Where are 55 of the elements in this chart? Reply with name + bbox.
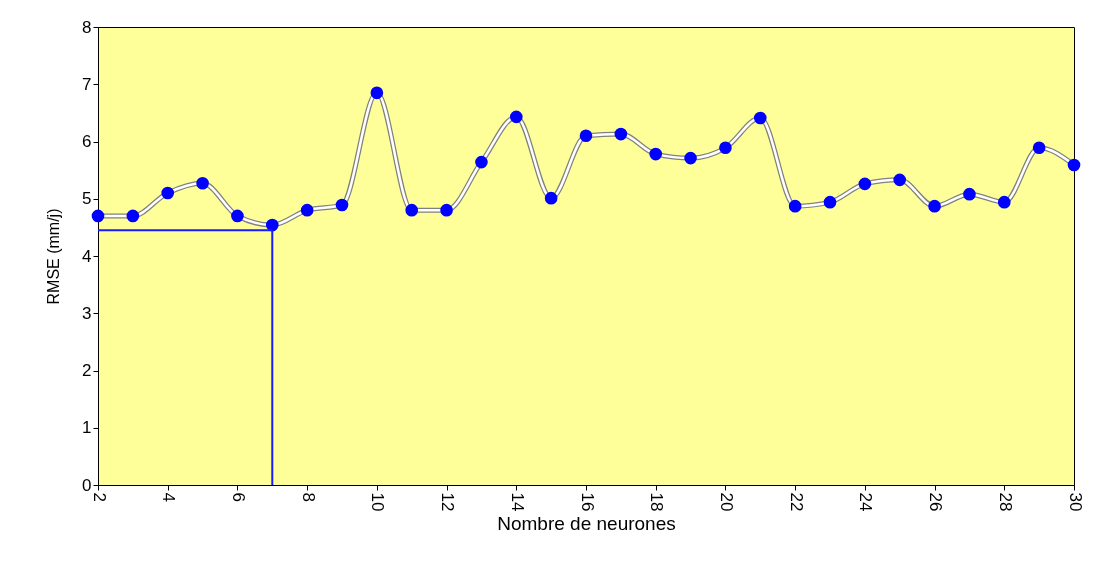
y-tick-label: 0 xyxy=(82,475,92,495)
point xyxy=(719,141,732,155)
x-tick-label: 26 xyxy=(926,492,946,512)
point xyxy=(997,195,1011,209)
point xyxy=(405,203,419,217)
y-tick-label: 6 xyxy=(82,132,92,151)
point xyxy=(509,110,523,124)
x-tick-label: 2 xyxy=(89,492,109,502)
point xyxy=(91,209,105,223)
y-tick-label: 8 xyxy=(82,17,92,37)
x-tick-label: 4 xyxy=(159,492,179,502)
y-tick-label: 4 xyxy=(82,246,92,266)
point xyxy=(579,129,593,143)
point xyxy=(753,111,767,125)
x-tick-label: 6 xyxy=(228,492,248,502)
point xyxy=(684,151,697,165)
x-tick-label: 24 xyxy=(856,492,876,512)
x-tick-label: 8 xyxy=(298,492,318,502)
y-tick-label: 3 xyxy=(82,303,92,323)
y-axis-title: RMSE (mm/j) xyxy=(45,208,63,305)
x-tick-label: 30 xyxy=(1065,492,1085,512)
point xyxy=(544,191,558,205)
x-tick-label: 20 xyxy=(716,492,736,512)
point xyxy=(823,195,837,209)
point xyxy=(928,199,941,213)
point xyxy=(231,209,244,223)
point xyxy=(858,177,872,191)
point xyxy=(126,209,140,223)
point xyxy=(370,86,384,100)
x-tick-label: 14 xyxy=(507,492,527,512)
x-tick-label: 28 xyxy=(995,492,1015,512)
x-axis-title: Nombre de neurones xyxy=(497,513,676,535)
point xyxy=(893,173,907,187)
x-tick-label: 22 xyxy=(786,492,806,512)
point xyxy=(963,187,976,201)
point xyxy=(161,186,175,200)
y-tick-label: 5 xyxy=(82,189,92,209)
point xyxy=(475,155,488,169)
y-tick-label: 1 xyxy=(82,418,92,438)
point xyxy=(196,176,209,190)
x-tick-label: 16 xyxy=(577,492,597,512)
x-tick-label: 12 xyxy=(438,492,458,512)
y-tick-label: 7 xyxy=(82,74,92,94)
point xyxy=(265,218,279,232)
point xyxy=(440,203,453,217)
point xyxy=(1032,141,1046,155)
x-tick-label: 10 xyxy=(368,492,388,512)
point xyxy=(1067,158,1081,172)
point xyxy=(788,199,802,213)
point xyxy=(614,127,628,141)
point xyxy=(649,147,663,161)
x-tick-label: 18 xyxy=(647,492,667,512)
y-tick-label: 2 xyxy=(82,361,92,380)
point xyxy=(300,203,314,217)
point xyxy=(335,198,349,212)
